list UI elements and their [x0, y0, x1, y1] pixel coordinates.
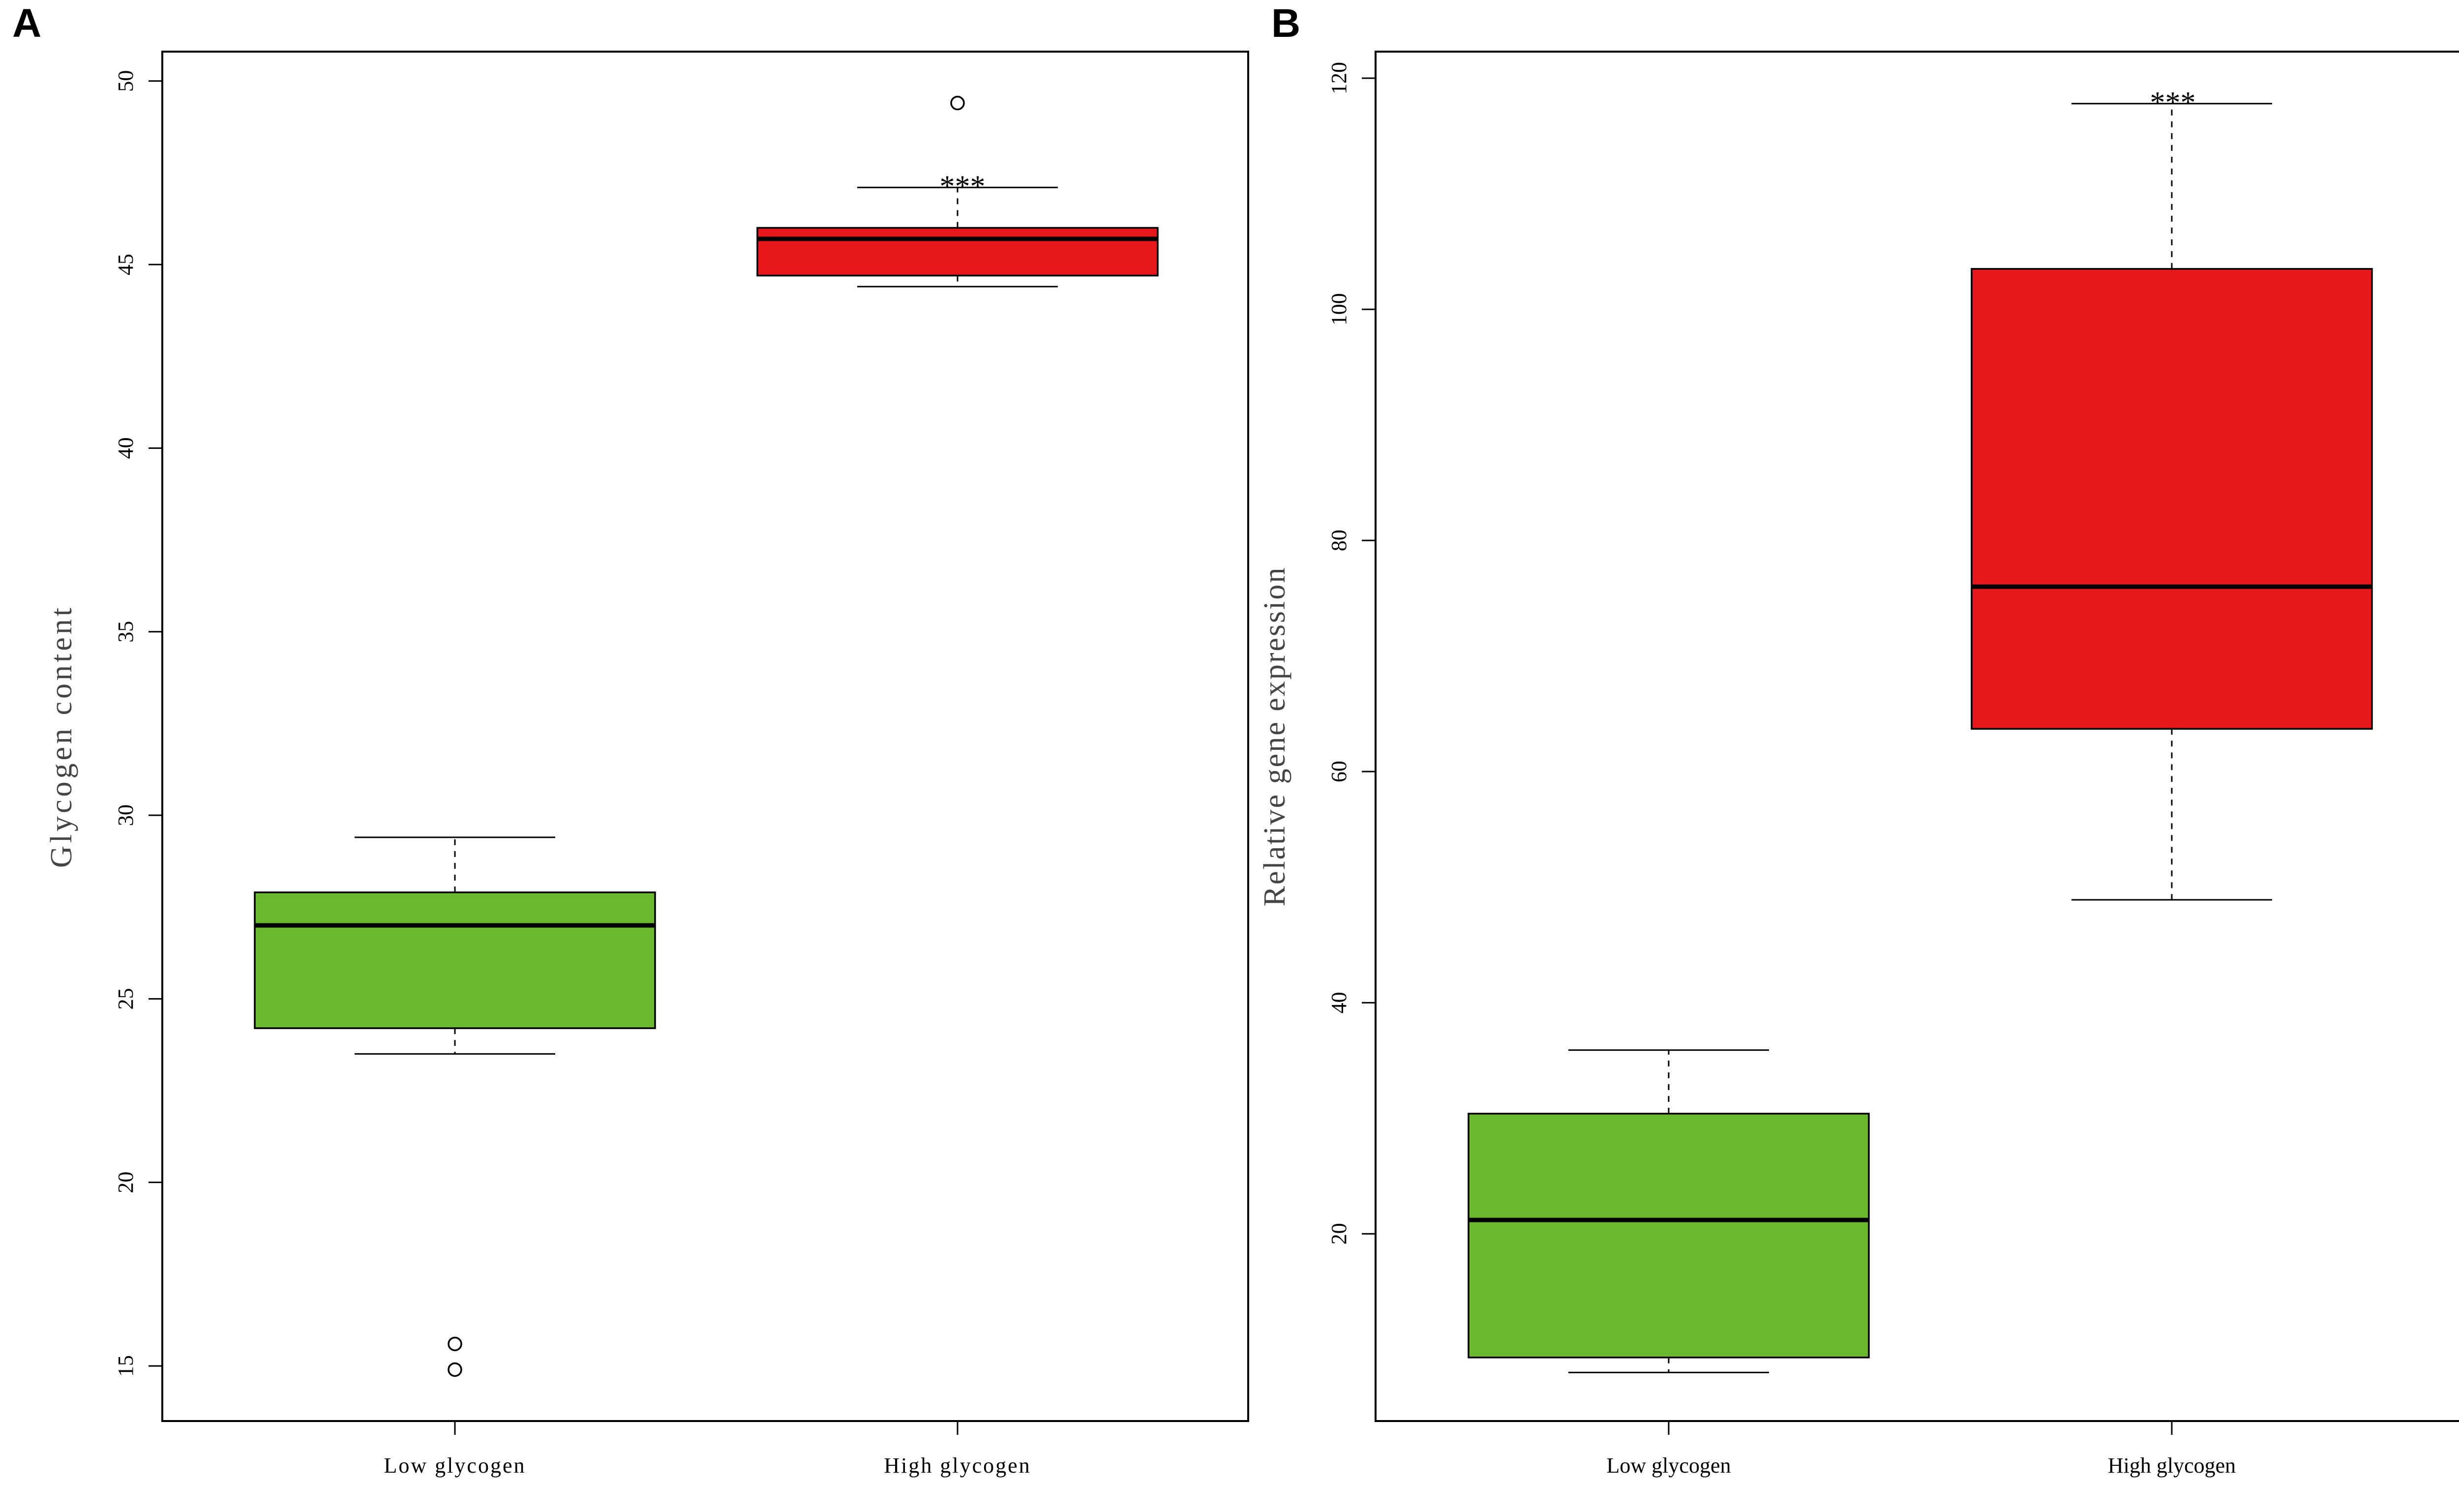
x-tick-label: High glycogen: [884, 1453, 1031, 1478]
x-tick-label: Low glycogen: [1607, 1453, 1731, 1478]
significance-label: ***: [940, 170, 986, 203]
y-tick-label: 80: [1327, 530, 1351, 551]
x-tick-label: Low glycogen: [384, 1453, 526, 1478]
y-tick-label: 40: [1327, 992, 1351, 1013]
panel-a-letter: A: [12, 1, 41, 46]
y-tick-label: 60: [1327, 761, 1351, 782]
y-tick-label: 30: [114, 804, 138, 826]
x-tick-label: High glycogen: [2108, 1453, 2236, 1478]
plot-frame: [161, 51, 1249, 1422]
outlier-point: [448, 1362, 462, 1377]
box-low-glycogen: [1468, 1049, 1870, 1373]
y-tick-label: 20: [1327, 1223, 1351, 1245]
iqr-box: [756, 227, 1159, 277]
outlier-point: [950, 95, 965, 111]
significance-label: ***: [2150, 86, 2196, 119]
y-tick-label: 120: [1327, 62, 1351, 94]
box-low-glycogen: [254, 836, 656, 1377]
iqr-box: [1971, 268, 2373, 730]
y-tick-label: 25: [114, 988, 138, 1009]
box-high-glycogen: ***: [1971, 86, 2373, 901]
outlier-point: [448, 1336, 462, 1351]
y-tick-label: 35: [114, 621, 138, 643]
y-axis-title: Glycogen content: [45, 605, 78, 868]
box-high-glycogen: ***: [756, 95, 1159, 288]
plot-frame: [1375, 51, 2459, 1422]
y-tick-label: 45: [114, 254, 138, 275]
iqr-box: [254, 891, 656, 1029]
panel-b: B 20 40 60 80 100 120 Relative gene expression L…: [1258, 1, 2459, 1478]
panel-a: A 15 20 25 30 35 40 45 50 Glycogen content Low gly…: [12, 1, 1249, 1478]
y-tick-label: 100: [1327, 293, 1351, 326]
y-tick-label: 20: [114, 1172, 138, 1193]
y-tick-label: 40: [114, 437, 138, 459]
iqr-box: [1468, 1113, 1870, 1359]
y-tick-label: 15: [114, 1355, 138, 1377]
y-tick-label: 50: [114, 70, 138, 92]
panel-b-letter: B: [1271, 1, 1300, 46]
y-axis-title: Relative gene expression: [1258, 566, 1291, 907]
